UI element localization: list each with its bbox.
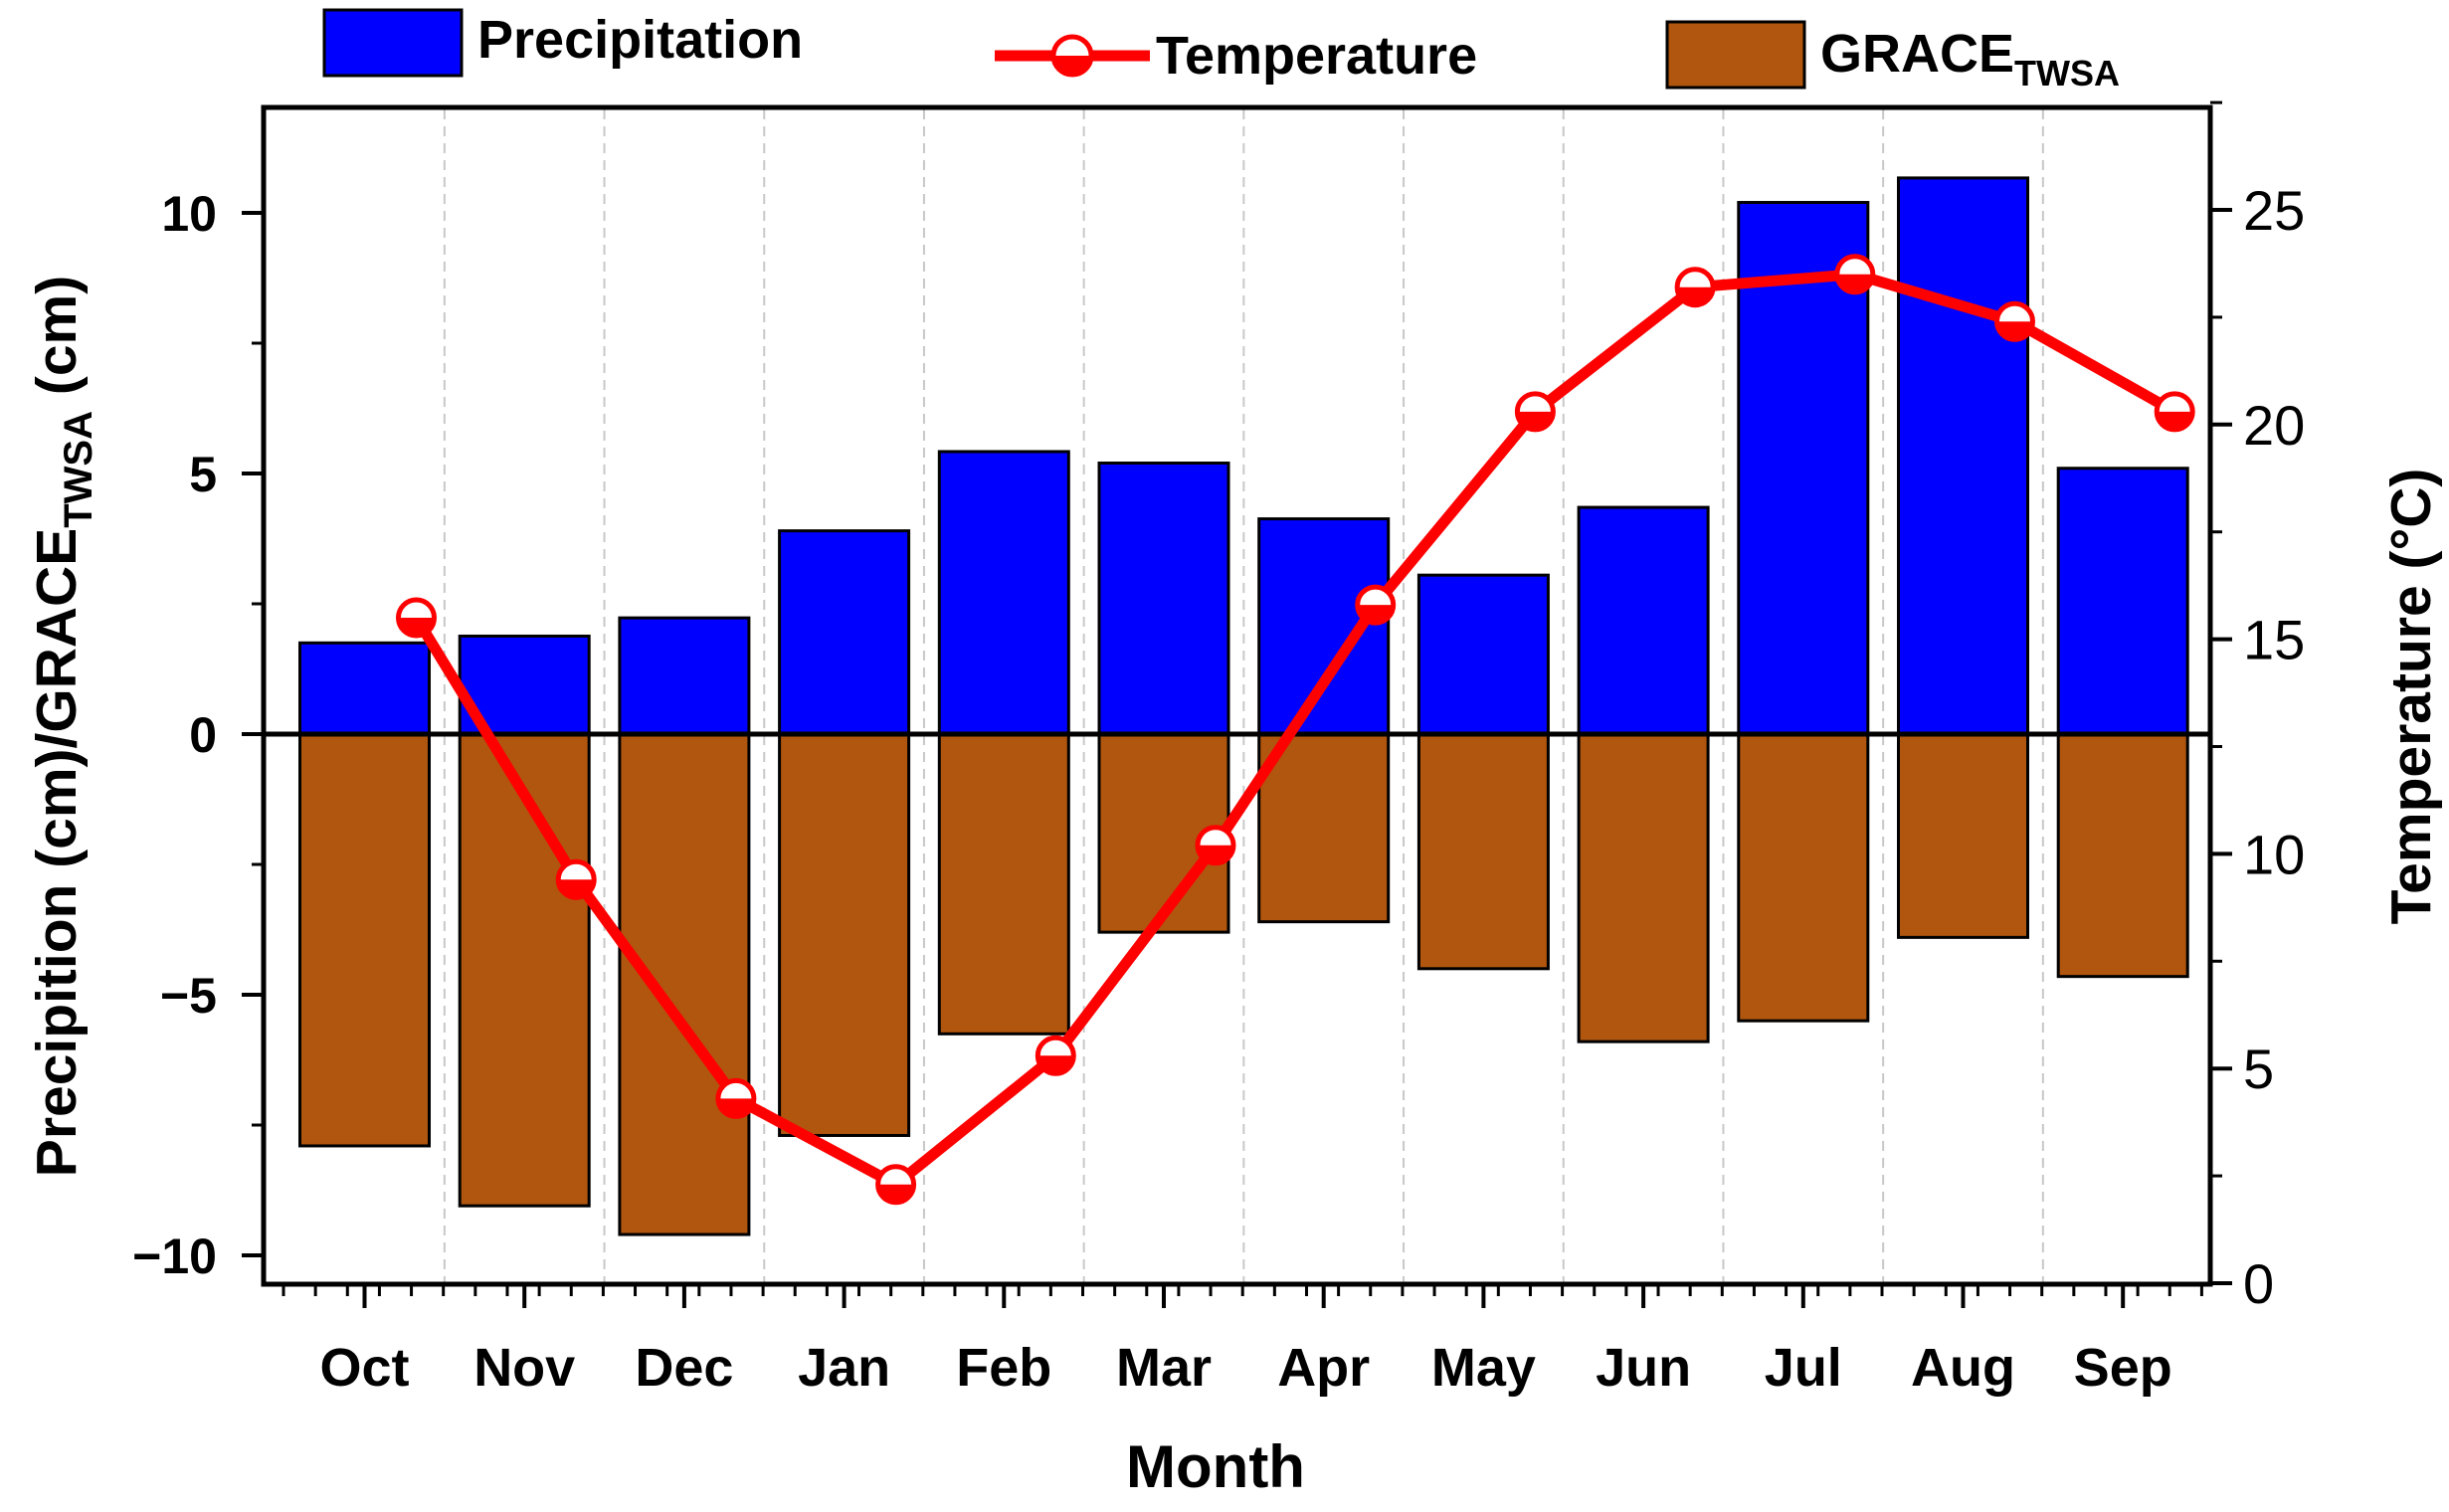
y-tick-label: 0	[189, 707, 217, 763]
y2-axis-title: Temperature (°C)	[2379, 469, 2443, 925]
temperature-point	[715, 1077, 757, 1119]
temperature-point	[555, 858, 597, 900]
precipitation-bar	[1416, 573, 1550, 736]
precipitation-bar	[937, 450, 1070, 736]
grace-bar	[1097, 732, 1230, 934]
grace-bar	[1577, 732, 1710, 1043]
y-tick-label: 5	[189, 447, 217, 502]
grace-bar	[1897, 732, 2029, 939]
x-tick-label: Dec	[635, 1338, 733, 1398]
temperature-series	[396, 254, 2195, 1206]
grace-bar	[1737, 732, 1870, 1023]
temperature-line	[411, 269, 2177, 1191]
legend-precipitation-swatch	[322, 8, 464, 78]
x-axis: Oct Nov Dec Jan Feb Mar Apr May Jun Jul Aug Sep	[282, 1284, 2203, 1398]
temperature-point	[396, 597, 437, 639]
legend: Precipitation Temperature GRACETWSA	[322, 8, 2120, 94]
grace-bar	[2056, 732, 2189, 979]
grace-bars	[298, 732, 2189, 1236]
legend-precipitation-label: Precipitation	[477, 10, 803, 70]
y-tick-label: −5	[160, 968, 217, 1024]
precipitation-bar	[1577, 505, 1710, 736]
plot-area	[261, 104, 2213, 1287]
y2-tick-label: 25	[2243, 179, 2305, 242]
x-tick-label: May	[1431, 1338, 1536, 1398]
temperature-point	[1195, 825, 1236, 866]
precipitation-bar	[618, 616, 751, 736]
grace-bar	[298, 732, 431, 1148]
y2-tick-label: 0	[2243, 1252, 2274, 1315]
x-tick-label: Feb	[956, 1338, 1051, 1398]
grace-bar	[937, 732, 1070, 1036]
x-tick-label: Sep	[2074, 1338, 2172, 1398]
legend-temperature-marker	[1050, 34, 1094, 78]
x-tick-label: Jun	[1596, 1338, 1691, 1398]
right-y-axis: 0 5 10 15 20 25	[2210, 100, 2305, 1315]
temperature-point	[1035, 1035, 1076, 1076]
grace-bar	[618, 732, 751, 1236]
y-tick-label: 10	[161, 186, 217, 242]
x-tick-label: Aug	[1911, 1338, 2015, 1398]
precipitation-bar	[1897, 176, 2029, 736]
plot-frame	[261, 104, 2213, 1287]
temperature-point	[1994, 300, 2035, 342]
x-axis-title: Month	[1126, 1433, 1305, 1500]
x-tick-label: Jan	[798, 1338, 890, 1398]
grace-bar	[458, 732, 591, 1208]
temperature-point	[2154, 391, 2195, 433]
precipitation-bar	[2056, 467, 2189, 736]
y-tick-label: −10	[132, 1228, 217, 1284]
precipitation-bar	[778, 529, 911, 736]
y2-tick-label: 5	[2243, 1038, 2274, 1100]
x-tick-label: Apr	[1277, 1338, 1370, 1398]
legend-grace-label: GRACETWSA	[1820, 24, 2120, 94]
legend-temperature-label: Temperature	[1156, 26, 1477, 86]
x-tick-label: Mar	[1116, 1338, 1212, 1398]
x-tick-label: Jul	[1765, 1338, 1842, 1398]
temperature-point	[1514, 391, 1556, 433]
y-axis-title: Precipition (cm)/GRACETWSA (cm)	[25, 276, 100, 1177]
y2-tick-label: 15	[2243, 609, 2305, 671]
x-tick-label: Nov	[473, 1338, 575, 1398]
precipitation-bar	[1257, 517, 1391, 736]
grace-bar	[1257, 732, 1391, 924]
x-tick-label: Oct	[319, 1338, 409, 1398]
temperature-point	[1834, 254, 1876, 295]
precipitation-bars	[298, 176, 2189, 736]
grace-bar	[1416, 732, 1550, 971]
x-gridlines	[443, 109, 2044, 1282]
y2-tick-label: 20	[2243, 394, 2305, 457]
precipitation-bar	[1097, 462, 1230, 736]
precipitation-bar	[298, 641, 431, 736]
temperature-point	[1355, 584, 1397, 626]
legend-grace-swatch	[1665, 20, 1806, 90]
temperature-point	[875, 1164, 917, 1206]
left-y-axis: 10 5 0 −5 −10	[132, 186, 264, 1284]
y2-tick-label: 10	[2243, 823, 2305, 885]
temperature-point	[1674, 267, 1716, 308]
grace-bar	[778, 732, 911, 1137]
